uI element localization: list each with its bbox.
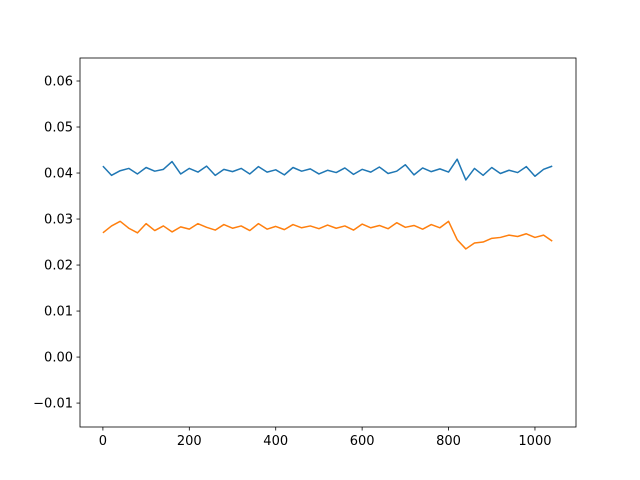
y-tick-label: 0.01	[44, 305, 73, 320]
x-tick-label: 800	[436, 434, 461, 449]
x-tick-label: 200	[177, 434, 202, 449]
data-line	[102, 220, 553, 250]
y-tick-label: 0.05	[44, 121, 73, 136]
y-tick-label: −0.01	[33, 397, 73, 412]
y-tick-label: 0.00	[44, 351, 73, 366]
y-tick-label: 0.02	[44, 259, 73, 274]
plot-frame	[79, 57, 577, 428]
x-tick-label: 1000	[518, 434, 551, 449]
x-tick-label: 0	[99, 434, 107, 449]
x-tick-label: 600	[350, 434, 375, 449]
x-tick-label: 400	[263, 434, 288, 449]
data-line	[102, 158, 553, 181]
y-tick-label: 0.04	[44, 167, 73, 182]
y-tick-label: 0.06	[44, 75, 73, 90]
y-tick-label: 0.03	[44, 213, 73, 228]
